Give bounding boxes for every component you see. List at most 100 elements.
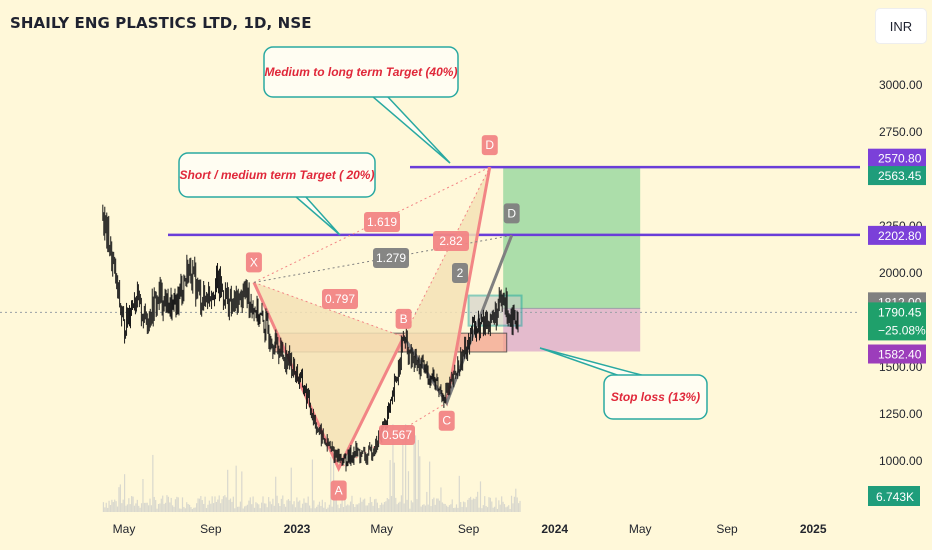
volume-bar [495,497,497,512]
volume-bar [389,460,391,512]
volume-bar [499,504,501,512]
price-tag-bg [868,166,926,186]
volume-bar [396,504,398,512]
volume-bar [303,498,305,512]
volume-bar [193,507,195,512]
volume-bar [196,503,198,512]
volume-bar [231,501,233,512]
volume-bar [138,505,140,512]
volume-bar [445,505,448,512]
volume-bar [461,506,463,512]
volume-bar [157,503,160,512]
volume-tag: 6.743K [868,486,920,506]
volume-bar [364,498,366,512]
volume-bar [379,505,381,512]
target-lines [168,165,860,237]
ratio-line [403,166,491,338]
volume-bar [368,502,370,512]
volume-bar [349,501,352,512]
volume-bar [365,505,367,512]
volume-bar [276,495,278,512]
price-tags: 2570.802563.452202.801812.001790.45−25.0… [868,148,926,506]
point-x: X [245,252,262,273]
point-c: C [438,410,455,431]
volume-bar [467,499,469,512]
volume-bar [229,498,232,512]
currency-selector[interactable]: INR [875,8,927,44]
volume-bar [328,504,330,512]
price-tag-sub: −25.08% [878,323,926,337]
volume-bar [156,508,158,512]
bcd-triangle [403,167,490,403]
volume-bar [150,505,153,512]
volume-bar [136,499,138,512]
volume-bar [180,508,182,512]
volume-bar [413,433,415,512]
volume-bar [314,508,316,512]
volume-bar [177,497,179,512]
short-term-callout-pointer [280,195,341,236]
price-tag: 1582.40 [868,344,926,364]
volume-bar [105,502,107,512]
point-x-bg [245,252,262,273]
volume-bar [258,504,260,512]
volume-bar [220,503,222,512]
short-term-callout-text: Short / medium term Target ( 20%) [180,168,375,182]
volume-bar [375,498,377,512]
price-tag-text: 1790.45 [878,305,922,319]
volume-bar [423,504,425,512]
volume-bar [515,488,517,512]
volume-bar [420,506,422,512]
volume-bar [263,503,266,512]
volume-bar [492,507,494,512]
volume-bar [506,506,508,512]
volume-bar [190,507,192,512]
volume-bar [482,505,484,512]
volume-bar [306,502,308,512]
volume-bar [444,503,446,512]
pattern-labels: X A B C D D 1.619 1.279 0.797 2.82 0.567 2 [245,135,520,501]
volume-bar [112,502,114,512]
volume-bar [131,496,133,512]
volume-bar [163,503,165,512]
ratio-tag-text: 1.279 [376,251,406,265]
volume-bar [114,499,116,512]
volume-bar [108,500,110,512]
volume-bar [172,505,174,512]
volume-bar [491,501,493,512]
volume-bar [383,502,386,512]
volume-bar [457,507,459,512]
volume-bar [145,502,147,512]
volume-bar [253,507,256,512]
volume-bar [251,504,253,512]
volume-bar [479,481,482,512]
volume-bar [400,495,402,512]
volume-bar [421,504,424,512]
ratio-tag: 1.619 [364,212,400,232]
long-term-callout: Medium to long term Target (40%) [263,46,459,164]
volume-bar [152,454,154,512]
volume-bar [373,499,376,512]
volume-bar [262,496,264,512]
volume-bar [366,505,369,512]
volume-bar [437,498,439,512]
volume-bar [221,499,223,512]
volume-bar [494,506,496,512]
volume-bar [241,471,243,512]
volume-bar [109,505,112,512]
price-tag-bg [868,302,926,341]
ratio-tag: 2.82 [433,231,469,251]
point-c-text: C [442,414,451,428]
ratio-tag: 0.797 [322,289,358,309]
volume-bar [236,506,239,512]
wave-label-bg [452,263,468,283]
volume-bar [486,507,489,512]
y-tick-label: 1000.00 [879,454,923,468]
volume-bar [245,505,247,512]
volume-bar [508,505,510,512]
volume-bar [269,501,271,512]
price-tag-text: 2202.80 [878,229,922,243]
volume-bar [135,503,137,512]
volume-bar [174,499,177,512]
